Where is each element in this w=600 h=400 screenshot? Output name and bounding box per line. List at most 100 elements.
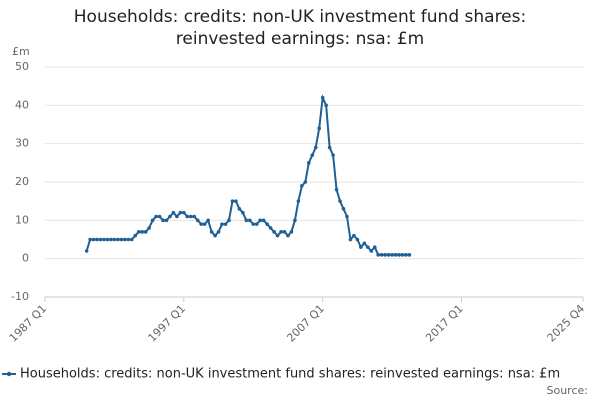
data-point: [168, 214, 172, 219]
data-point: [234, 199, 238, 203]
data-point: [164, 218, 169, 223]
data-point: [397, 253, 401, 257]
data-point: [320, 95, 325, 100]
data-point: [282, 230, 287, 234]
data-point: [91, 237, 96, 242]
data-point: [254, 222, 259, 226]
data-point: [178, 210, 183, 215]
data-point: [147, 226, 151, 230]
data-point: [241, 210, 245, 215]
x-tick-label: 2025 Q4: [545, 302, 588, 345]
data-point: [251, 222, 256, 226]
data-point: [369, 249, 374, 253]
data-point: [352, 233, 356, 238]
data-point: [300, 184, 304, 188]
data-point: [220, 222, 224, 226]
data-point: [400, 253, 405, 257]
data-point: [185, 214, 190, 219]
data-point: [171, 210, 176, 215]
data-point: [230, 199, 235, 203]
y-tick-label: 20: [15, 175, 29, 188]
data-point: [182, 210, 186, 215]
data-point: [286, 233, 290, 238]
legend-label: Households: credits: non-UK investment f…: [20, 367, 560, 382]
data-point: [362, 241, 367, 246]
data-point: [265, 222, 269, 226]
data-point: [202, 222, 207, 226]
data-point: [331, 153, 335, 157]
data-point: [192, 214, 197, 219]
data-point: [338, 199, 342, 203]
data-point: [133, 233, 138, 238]
data-point: [376, 253, 381, 257]
data-point: [84, 249, 89, 253]
data-point: [379, 253, 384, 257]
data-point: [393, 253, 398, 257]
data-point: [102, 237, 106, 242]
data-point: [310, 153, 315, 157]
data-point: [272, 230, 276, 234]
data-point: [327, 145, 332, 150]
x-tick-label: 2017 Q1: [423, 302, 466, 345]
data-point: [386, 253, 391, 257]
data-point: [383, 253, 387, 257]
data-point: [209, 230, 214, 234]
data-point: [268, 226, 273, 230]
data-point: [334, 187, 339, 192]
data-point: [116, 237, 120, 242]
data-point: [258, 218, 263, 223]
data-point: [136, 230, 141, 234]
data-point: [341, 207, 346, 211]
data-point: [359, 245, 363, 249]
data-point: [324, 103, 328, 108]
data-point: [157, 214, 162, 219]
data-point: [366, 245, 370, 249]
chart-title: Households: credits: non-UK investment f…: [73, 7, 527, 49]
data-point: [150, 218, 155, 223]
data-point: [407, 253, 412, 257]
data-point: [247, 218, 252, 223]
data-point: [206, 218, 210, 223]
data-point: [216, 230, 221, 234]
y-axis-label: £m: [12, 45, 30, 58]
data-point: [279, 230, 283, 234]
data-point: [140, 230, 144, 234]
data-point: [275, 233, 280, 238]
data-point: [390, 253, 394, 257]
data-point: [95, 237, 99, 242]
data-point: [317, 126, 322, 131]
data-point: [175, 214, 179, 219]
data-point: [105, 237, 110, 242]
data-point: [227, 218, 231, 223]
data-point: [293, 218, 297, 223]
data-point: [345, 214, 349, 219]
y-tick-label: 10: [15, 213, 29, 226]
data-point: [98, 237, 103, 242]
data-point: [129, 237, 134, 242]
legend-marker: [6, 371, 12, 377]
x-tick-label: 1987 Q1: [7, 302, 50, 345]
data-point: [306, 161, 311, 165]
data-point: [112, 237, 117, 242]
data-point: [372, 245, 377, 249]
data-point: [188, 214, 193, 219]
data-point: [109, 237, 113, 242]
data-point: [199, 222, 203, 226]
data-point: [244, 218, 249, 223]
data-point: [154, 214, 158, 219]
data-point: [404, 253, 408, 257]
x-tick-label: 2007 Q1: [284, 302, 327, 345]
data-point: [261, 218, 266, 223]
data-point: [126, 237, 131, 242]
source: Source:: [547, 384, 589, 397]
y-tick-label: 0: [22, 252, 29, 265]
data-point: [119, 237, 124, 242]
y-tick-label: 50: [15, 60, 29, 73]
data-point: [348, 237, 353, 242]
y-tick-label: 40: [15, 98, 29, 111]
data-point: [123, 237, 127, 242]
data-point: [195, 218, 200, 223]
x-tick-label: 1997 Q1: [146, 302, 189, 345]
